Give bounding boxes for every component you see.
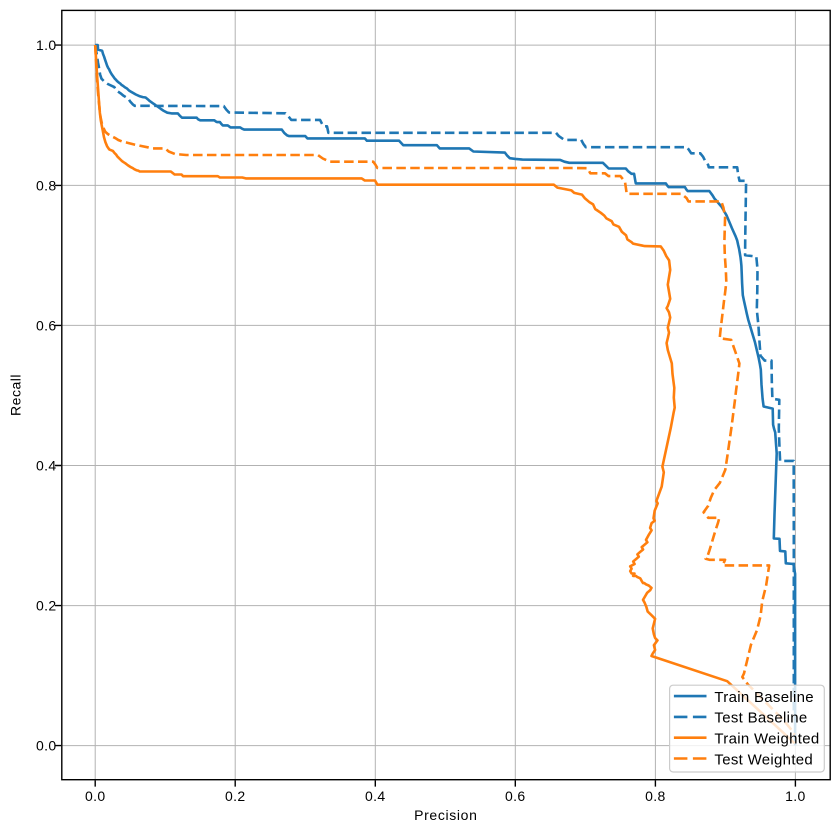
svg-text:0.6: 0.6 [36,318,57,334]
svg-text:0.2: 0.2 [36,598,57,614]
svg-text:Train Baseline: Train Baseline [714,689,814,706]
svg-text:Test Baseline: Test Baseline [714,710,807,727]
svg-text:1.0: 1.0 [36,37,57,53]
svg-text:0.0: 0.0 [85,788,106,804]
svg-text:Test Weighted: Test Weighted [714,751,813,768]
svg-text:Recall: Recall [7,374,23,416]
svg-text:0.8: 0.8 [36,178,57,194]
svg-text:0.4: 0.4 [36,458,57,474]
svg-text:0.4: 0.4 [365,788,386,804]
svg-text:0.0: 0.0 [36,738,57,754]
svg-text:0.8: 0.8 [645,788,666,804]
svg-text:1.0: 1.0 [785,788,806,804]
svg-text:0.6: 0.6 [505,788,526,804]
svg-text:Train Weighted: Train Weighted [714,731,819,748]
svg-text:Precision: Precision [414,807,477,823]
svg-text:0.2: 0.2 [225,788,246,804]
